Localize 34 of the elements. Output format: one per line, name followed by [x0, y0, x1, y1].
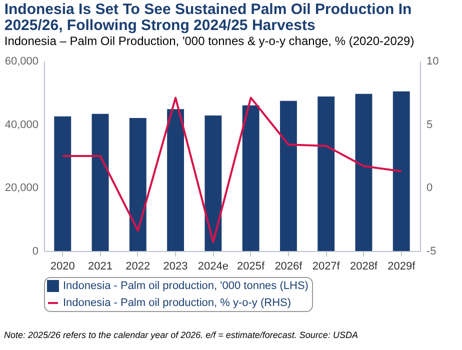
y-tick-label: 20,000	[4, 182, 38, 194]
bar	[242, 105, 260, 251]
y2-tick-label: 10	[426, 56, 439, 68]
x-tick-label: 2025f	[237, 260, 266, 272]
y-tick-label: 0	[32, 246, 38, 258]
x-tick-label: 2029f	[388, 260, 416, 272]
bar	[204, 115, 222, 251]
x-tick-label: 2024e	[198, 260, 228, 272]
x-tick-label: 2028f	[350, 260, 378, 272]
chart-title: Indonesia Is Set To See Sustained Palm Oil Production In 2025/26, Following Strong 2024/25 Harvests	[4, 1, 412, 34]
x-tick-label: 2021	[88, 260, 113, 272]
bar	[167, 109, 184, 251]
x-tick-label: 2027f	[312, 260, 341, 272]
y2-tick-label: 0	[426, 182, 433, 194]
line-series	[62, 96, 402, 244]
bar	[92, 114, 109, 251]
bar	[54, 116, 72, 251]
text: Note: 2025/26 refers to the calendar year of 2026. e/f = estimate/forecast. Source: USDA	[3, 330, 359, 340]
y-tick-label: 60,000	[4, 56, 38, 68]
bar	[129, 118, 146, 251]
y-tick-label: 40,000	[4, 118, 38, 131]
bar	[392, 91, 410, 251]
bar	[318, 96, 335, 251]
legend-label: Indonesia - Palm oil production, '000 tonnes (LHS)	[63, 280, 308, 292]
x-tick-label: 2020	[50, 260, 75, 272]
bar	[355, 94, 372, 251]
chart-subtitle: Indonesia – Palm Oil Production, '000 tonnes & y-o-y change, % (2020-2029)	[4, 34, 414, 48]
bar	[280, 100, 297, 251]
y2-tick-label: -5	[426, 246, 436, 258]
y2-tick-label: 5	[426, 118, 433, 131]
x-tick-label: 2023	[163, 260, 188, 272]
x-tick-label: 2022	[126, 260, 150, 272]
legend-label: Indonesia - Palm oil production, % y-o-y (RHS)	[63, 297, 292, 309]
x-tick-label: 2026f	[274, 260, 304, 272]
